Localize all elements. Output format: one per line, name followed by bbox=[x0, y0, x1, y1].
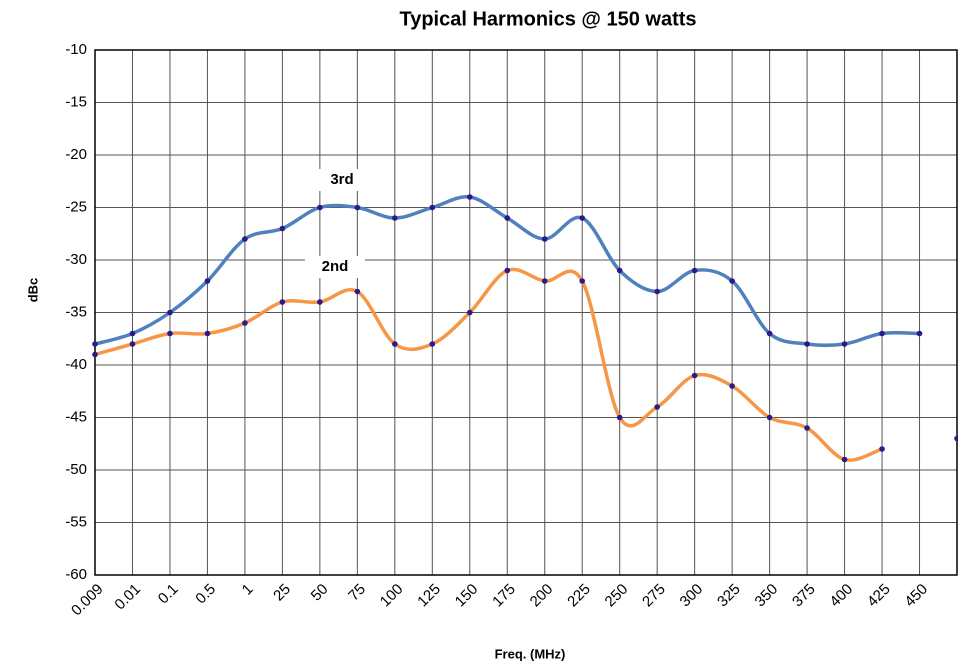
data-point bbox=[317, 204, 323, 211]
y-tick-label: -60 bbox=[65, 566, 87, 583]
x-tick-label: 100 bbox=[377, 581, 407, 611]
x-axis-title: Freq. (MHz) bbox=[495, 646, 566, 661]
data-point bbox=[841, 456, 848, 463]
data-point bbox=[242, 320, 248, 326]
x-tick-label: 25 bbox=[270, 581, 294, 605]
plot-border bbox=[94, 49, 958, 576]
x-tick-label: 0.01 bbox=[111, 581, 144, 614]
data-point bbox=[579, 278, 586, 284]
data-point bbox=[429, 341, 436, 347]
data-point bbox=[129, 330, 136, 337]
x-tick-label: 1 bbox=[239, 581, 257, 599]
x-tick-label: 325 bbox=[714, 581, 744, 611]
data-point bbox=[279, 299, 286, 305]
series-line bbox=[94, 267, 883, 462]
data-point bbox=[279, 225, 286, 232]
data-point bbox=[167, 309, 173, 316]
x-tick-label: 425 bbox=[864, 581, 894, 611]
data-point bbox=[392, 341, 398, 347]
data-point bbox=[92, 351, 98, 358]
y-tick-label: -35 bbox=[65, 303, 87, 320]
x-tick-label: 0.009 bbox=[68, 581, 107, 620]
data-point bbox=[841, 341, 848, 347]
data-point bbox=[504, 267, 511, 274]
x-tick-label: 375 bbox=[789, 581, 819, 611]
x-tick-label: 250 bbox=[602, 581, 632, 611]
data-point bbox=[354, 204, 361, 211]
data-point bbox=[616, 414, 623, 421]
annotation-bg bbox=[312, 169, 372, 191]
data-point bbox=[879, 446, 885, 452]
x-tick-label: 125 bbox=[414, 581, 444, 611]
data-point bbox=[392, 215, 398, 221]
data-point bbox=[317, 299, 323, 305]
x-tick-label: 200 bbox=[527, 581, 557, 611]
y-tick-label: -30 bbox=[65, 251, 87, 268]
y-tick-label: -55 bbox=[65, 513, 87, 530]
data-point bbox=[204, 278, 211, 284]
data-point bbox=[616, 267, 623, 274]
data-point bbox=[541, 236, 548, 242]
data-point bbox=[579, 215, 586, 221]
x-tick-label: 0.1 bbox=[155, 581, 182, 608]
y-tick-label: -25 bbox=[65, 198, 87, 215]
data-point bbox=[691, 372, 698, 379]
x-tick-label: 0.5 bbox=[192, 581, 219, 608]
data-point bbox=[916, 330, 923, 337]
x-tick-label: 75 bbox=[345, 581, 369, 605]
x-tick-label: 400 bbox=[826, 581, 856, 611]
data-point bbox=[691, 267, 698, 274]
data-point bbox=[541, 278, 548, 284]
y-tick-label: -40 bbox=[65, 356, 87, 373]
x-tick-label: 225 bbox=[564, 581, 594, 611]
legend-label: 3rd bbox=[330, 171, 353, 188]
data-point bbox=[654, 404, 660, 410]
data-point bbox=[766, 330, 773, 337]
data-point bbox=[879, 330, 885, 337]
data-point bbox=[466, 309, 473, 316]
data-point bbox=[92, 341, 98, 347]
annotation-bg bbox=[305, 256, 365, 278]
data-point bbox=[242, 236, 248, 242]
x-tick-label: 450 bbox=[901, 581, 931, 611]
x-tick-label: 150 bbox=[452, 581, 482, 611]
data-point bbox=[504, 215, 511, 221]
data-point bbox=[354, 288, 361, 295]
x-tick-label: 50 bbox=[308, 581, 332, 605]
y-tick-label: -50 bbox=[65, 461, 87, 478]
data-point bbox=[466, 194, 473, 200]
x-tick-label: 300 bbox=[677, 581, 707, 611]
y-axis-title: dBc bbox=[25, 278, 40, 303]
data-point bbox=[954, 435, 958, 442]
x-tick-label: 175 bbox=[489, 581, 519, 611]
data-point bbox=[766, 414, 773, 421]
data-point bbox=[804, 425, 810, 431]
chart-title: Typical Harmonics @ 150 watts bbox=[399, 8, 696, 30]
x-tick-label: 275 bbox=[639, 581, 669, 611]
y-tick-label: -45 bbox=[65, 408, 87, 425]
data-point bbox=[204, 330, 211, 337]
y-tick-label: -15 bbox=[65, 93, 87, 110]
data-point bbox=[729, 278, 735, 284]
data-point bbox=[429, 204, 436, 211]
data-point bbox=[804, 341, 810, 347]
legend-label: 2nd bbox=[322, 258, 349, 275]
data-point bbox=[167, 330, 173, 337]
data-point bbox=[729, 383, 735, 389]
y-tick-label: -20 bbox=[65, 146, 87, 163]
data-point bbox=[654, 288, 660, 295]
x-tick-label: 350 bbox=[752, 581, 782, 611]
y-tick-label: -10 bbox=[65, 41, 87, 58]
data-point bbox=[129, 341, 136, 347]
